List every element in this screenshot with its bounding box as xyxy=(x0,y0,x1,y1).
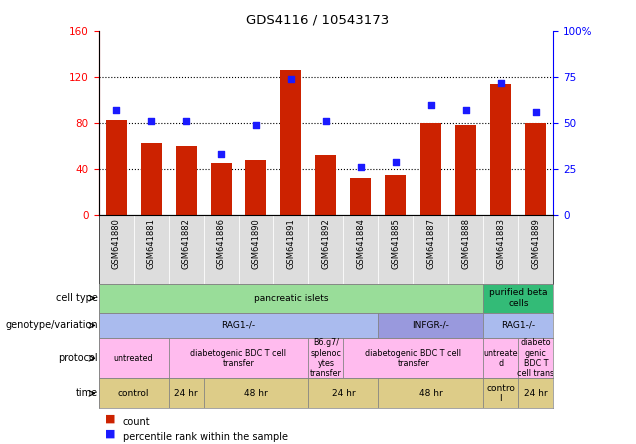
Bar xyxy=(350,178,371,215)
Bar xyxy=(308,378,378,408)
Text: percentile rank within the sample: percentile rank within the sample xyxy=(123,432,287,442)
Point xyxy=(146,118,156,125)
Bar xyxy=(343,215,378,284)
Bar xyxy=(308,338,343,378)
Bar xyxy=(518,338,553,378)
Bar xyxy=(518,215,553,284)
Text: RAG1-/-: RAG1-/- xyxy=(501,321,536,330)
Text: ■: ■ xyxy=(105,429,116,439)
Point xyxy=(461,107,471,114)
Bar xyxy=(378,215,413,284)
Bar xyxy=(525,123,546,215)
Bar xyxy=(169,338,308,378)
Text: GSM641883: GSM641883 xyxy=(496,218,506,270)
Text: GSM641884: GSM641884 xyxy=(356,218,366,269)
Point xyxy=(111,107,121,114)
Text: 24 hr: 24 hr xyxy=(524,389,548,398)
Text: GSM641885: GSM641885 xyxy=(391,218,401,269)
Point xyxy=(496,79,506,86)
Point xyxy=(356,163,366,170)
Bar xyxy=(273,215,308,284)
Text: GSM641888: GSM641888 xyxy=(461,218,471,270)
Bar xyxy=(99,338,169,378)
Bar xyxy=(483,378,518,408)
Text: diabetogenic BDC T cell
transfer: diabetogenic BDC T cell transfer xyxy=(366,349,461,368)
Text: 48 hr: 48 hr xyxy=(419,389,443,398)
Text: pancreatic islets: pancreatic islets xyxy=(254,293,328,303)
Bar xyxy=(455,125,476,215)
Text: GSM641891: GSM641891 xyxy=(286,218,296,269)
Bar xyxy=(385,174,406,215)
Point xyxy=(426,101,436,108)
Text: 48 hr: 48 hr xyxy=(244,389,268,398)
Text: ■: ■ xyxy=(105,413,116,424)
Bar xyxy=(99,215,134,284)
Bar xyxy=(378,378,483,408)
Text: GSM641889: GSM641889 xyxy=(531,218,541,269)
Text: count: count xyxy=(123,416,150,427)
Bar xyxy=(483,215,518,284)
Bar xyxy=(204,378,308,408)
Bar xyxy=(204,215,238,284)
Bar xyxy=(343,338,483,378)
Bar xyxy=(378,313,483,338)
Bar xyxy=(169,378,204,408)
Text: cell type: cell type xyxy=(56,293,98,303)
Text: GSM641890: GSM641890 xyxy=(251,218,261,269)
Bar xyxy=(211,163,232,215)
Text: diabeto
genic
BDC T
cell trans: diabeto genic BDC T cell trans xyxy=(517,338,555,378)
Bar xyxy=(483,313,553,338)
Text: GDS4116 / 10543173: GDS4116 / 10543173 xyxy=(246,13,390,27)
Text: diabetogenic BDC T cell
transfer: diabetogenic BDC T cell transfer xyxy=(191,349,286,368)
Point xyxy=(216,151,226,158)
Point xyxy=(321,118,331,125)
Text: GSM641886: GSM641886 xyxy=(216,218,226,270)
Bar xyxy=(448,215,483,284)
Bar xyxy=(280,70,301,215)
Bar xyxy=(245,160,266,215)
Bar xyxy=(238,215,273,284)
Point xyxy=(391,158,401,165)
Bar xyxy=(483,284,553,313)
Text: control: control xyxy=(118,389,149,398)
Point xyxy=(531,108,541,115)
Text: 24 hr: 24 hr xyxy=(174,389,198,398)
Text: purified beta
cells: purified beta cells xyxy=(489,289,548,308)
Text: untreated: untreated xyxy=(114,354,153,363)
Bar xyxy=(413,215,448,284)
Text: GSM641880: GSM641880 xyxy=(111,218,121,269)
Bar xyxy=(134,215,169,284)
Text: time: time xyxy=(76,388,98,398)
Point xyxy=(251,121,261,128)
Bar xyxy=(308,215,343,284)
Bar xyxy=(490,84,511,215)
Bar xyxy=(99,378,169,408)
Text: 24 hr: 24 hr xyxy=(331,389,356,398)
Bar xyxy=(176,146,197,215)
Text: RAG1-/-: RAG1-/- xyxy=(221,321,256,330)
Text: GSM641882: GSM641882 xyxy=(181,218,191,269)
Text: B6.g7/
splenoc
ytes
transfer: B6.g7/ splenoc ytes transfer xyxy=(310,338,342,378)
Text: INFGR-/-: INFGR-/- xyxy=(413,321,449,330)
Point xyxy=(181,118,191,125)
Text: contro
l: contro l xyxy=(487,384,515,403)
Point xyxy=(286,75,296,83)
Bar xyxy=(315,155,336,215)
Text: untreate
d: untreate d xyxy=(483,349,518,368)
Text: protocol: protocol xyxy=(59,353,98,363)
Bar xyxy=(518,378,553,408)
Bar xyxy=(106,119,127,215)
Bar xyxy=(483,338,518,378)
Bar xyxy=(420,123,441,215)
Text: GSM641887: GSM641887 xyxy=(426,218,436,270)
Text: GSM641892: GSM641892 xyxy=(321,218,331,269)
Bar xyxy=(99,284,483,313)
Text: GSM641881: GSM641881 xyxy=(146,218,156,269)
Text: genotype/variation: genotype/variation xyxy=(5,321,98,330)
Bar xyxy=(141,143,162,215)
Bar xyxy=(169,215,204,284)
Bar xyxy=(99,313,378,338)
